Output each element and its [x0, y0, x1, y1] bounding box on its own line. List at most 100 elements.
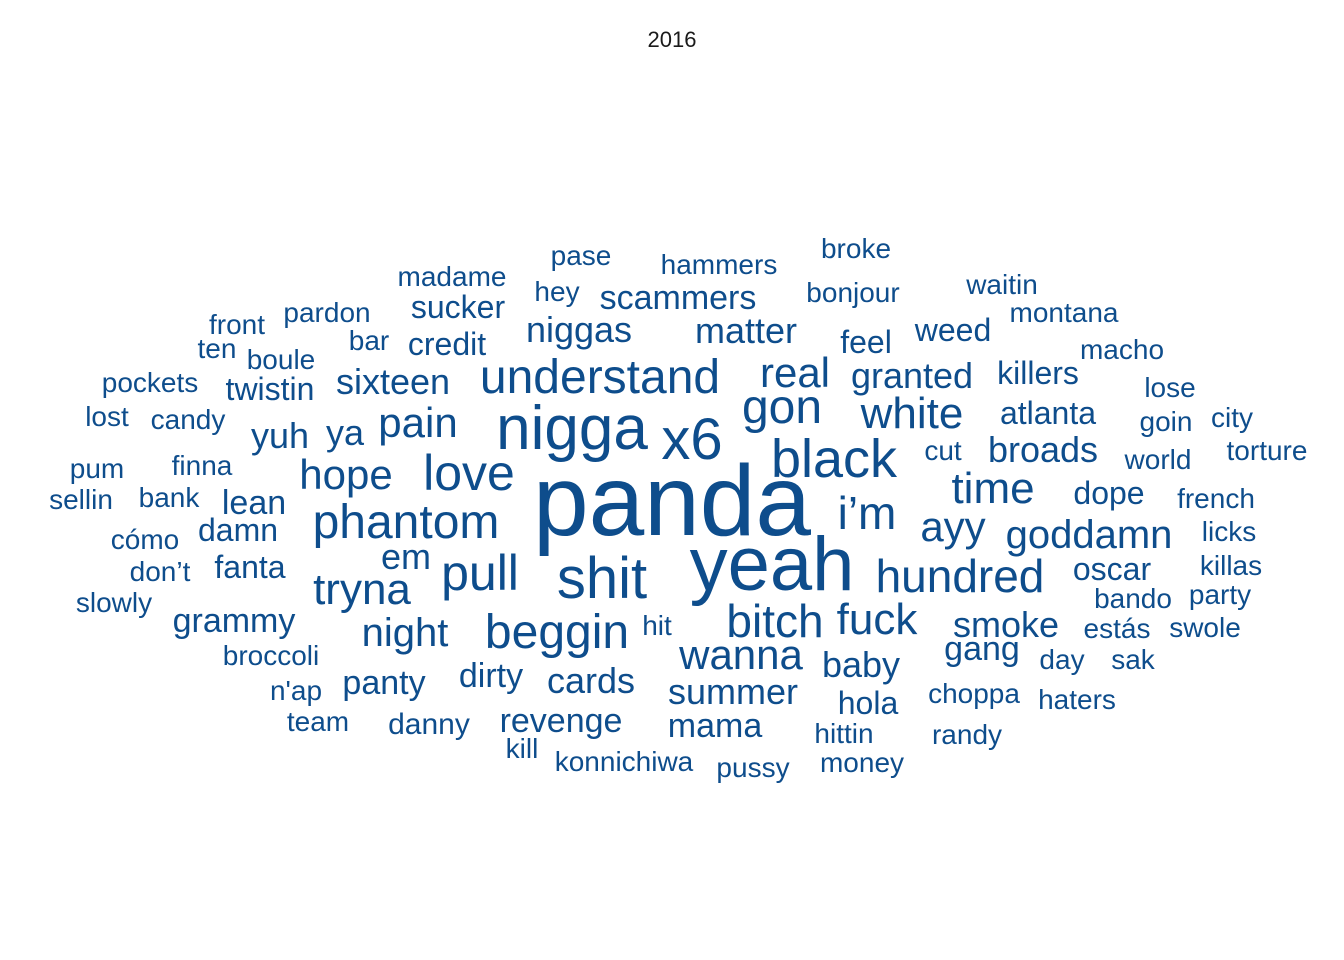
word-slowly: slowly: [76, 587, 152, 618]
word-lost: lost: [85, 401, 129, 432]
word-killers: killers: [997, 355, 1079, 391]
word-sucker: sucker: [411, 289, 506, 325]
word-twistin: twistin: [226, 371, 315, 407]
word-grammy: grammy: [173, 602, 296, 640]
word-day: day: [1039, 644, 1084, 675]
word-gon: gon: [742, 381, 822, 434]
word-sak: sak: [1111, 644, 1156, 675]
word-dirty: dirty: [459, 657, 523, 695]
word-montana: montana: [1010, 297, 1119, 328]
word-don-t: don’t: [130, 556, 191, 587]
word-tryna: tryna: [313, 565, 411, 614]
word-madame: madame: [398, 261, 507, 292]
word-wanna: wanna: [678, 631, 803, 678]
word-revenge: revenge: [500, 702, 623, 740]
word-shit: shit: [557, 546, 647, 611]
word-team: team: [287, 706, 349, 737]
word-broke: broke: [821, 233, 891, 264]
word-bitch: bitch: [726, 595, 823, 647]
word-macho: macho: [1080, 334, 1164, 365]
word-sixteen: sixteen: [336, 361, 450, 402]
word-hammers: hammers: [661, 249, 778, 280]
word-world: world: [1124, 444, 1192, 475]
word-n-ap: n'ap: [270, 675, 322, 706]
word-smoke: smoke: [953, 604, 1059, 645]
word-finna: finna: [172, 450, 233, 481]
word-candy: candy: [151, 404, 226, 435]
word-lean: lean: [222, 484, 286, 522]
word-cards: cards: [547, 660, 635, 701]
word-beggin: beggin: [485, 606, 629, 659]
word-konnichiwa: konnichiwa: [555, 746, 694, 777]
word-night: night: [362, 611, 449, 655]
word-summer: summer: [668, 671, 798, 712]
word-waitin: waitin: [965, 269, 1038, 300]
word-hittin: hittin: [814, 718, 873, 749]
word-phantom: phantom: [313, 496, 500, 549]
word-dope: dope: [1073, 475, 1144, 511]
word-boule: boule: [247, 344, 316, 375]
word-cut: cut: [924, 435, 962, 466]
word-bank: bank: [139, 482, 201, 513]
word-mama: mama: [668, 707, 763, 745]
word-pain: pain: [378, 399, 457, 446]
word-front: front: [209, 309, 265, 340]
word-pum: pum: [70, 453, 124, 484]
word-black: black: [771, 429, 898, 489]
word-goin: goin: [1140, 406, 1193, 437]
word-lose: lose: [1144, 372, 1195, 403]
word-i-m: i’m: [838, 487, 897, 539]
word-sellin: sellin: [49, 484, 113, 515]
word-pockets: pockets: [102, 367, 199, 398]
word-weed: weed: [914, 312, 992, 348]
word-ya: ya: [326, 412, 365, 453]
word-time: time: [951, 464, 1034, 513]
word-danny: danny: [388, 708, 470, 741]
word-nigga: nigga: [496, 394, 648, 463]
word-love: love: [423, 445, 515, 501]
word-choppa: choppa: [928, 678, 1020, 709]
word-killas: killas: [1200, 550, 1262, 581]
word-c-mo: cómo: [111, 524, 179, 555]
word-oscar: oscar: [1073, 551, 1152, 587]
word-credit: credit: [408, 326, 486, 362]
word-ten: ten: [198, 333, 237, 364]
word-bar: bar: [349, 325, 389, 356]
word-hey: hey: [534, 276, 579, 307]
word-panty: panty: [342, 664, 425, 702]
word-yeah: yeah: [690, 522, 855, 607]
word-bando: bando: [1094, 583, 1172, 614]
word-bonjour: bonjour: [806, 277, 899, 308]
word-baby: baby: [822, 644, 900, 685]
word-matter: matter: [695, 310, 797, 351]
word-hola: hola: [838, 685, 899, 721]
word-fuck: fuck: [837, 595, 919, 644]
word-pussy: pussy: [716, 752, 789, 783]
word-white: white: [860, 389, 964, 438]
word-scammers: scammers: [600, 279, 757, 317]
word-niggas: niggas: [526, 309, 632, 350]
word-broads: broads: [988, 429, 1098, 470]
word-hope: hope: [299, 451, 392, 498]
word-understand: understand: [480, 351, 720, 404]
word-pull: pull: [441, 545, 519, 601]
word-torture: torture: [1227, 435, 1308, 466]
word-damn: damn: [198, 512, 278, 548]
word-granted: granted: [851, 355, 973, 396]
word-pardon: pardon: [283, 297, 370, 328]
word-money: money: [820, 747, 904, 778]
word-swole: swole: [1169, 612, 1241, 643]
word-yuh: yuh: [251, 415, 309, 456]
word-licks: licks: [1202, 516, 1256, 547]
word-feel: feel: [840, 324, 892, 360]
word-pase: pase: [551, 240, 612, 271]
word-gang: gang: [944, 630, 1020, 668]
word-french: french: [1177, 483, 1255, 514]
word-randy: randy: [932, 719, 1002, 750]
word-panda: panda: [533, 445, 811, 557]
word-est-s: estás: [1084, 613, 1151, 644]
word-em: em: [381, 536, 431, 577]
word-haters: haters: [1038, 684, 1116, 715]
word-atlanta: atlanta: [1000, 395, 1096, 431]
